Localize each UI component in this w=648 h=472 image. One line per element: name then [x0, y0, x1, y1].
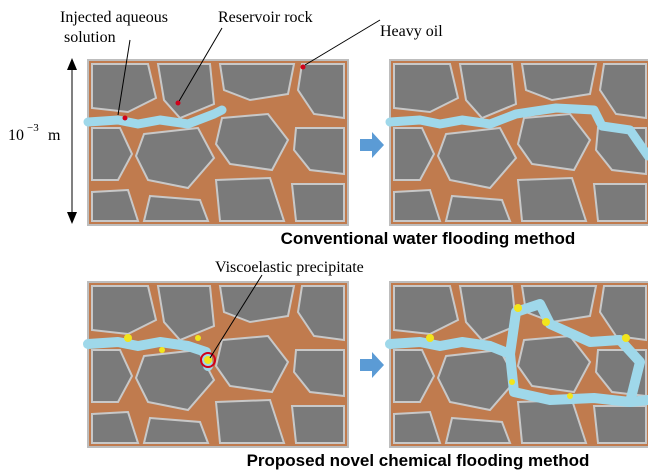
label: Reservoir rock	[218, 9, 313, 26]
scale-base: 10	[8, 127, 24, 144]
label: Viscoelastic precipitate	[215, 259, 364, 276]
label: Injected aqueous	[60, 9, 168, 26]
caption: Proposed novel chemical flooding method	[247, 451, 590, 470]
panel-conventional-before	[83, 59, 349, 226]
panel-proposed-after	[385, 281, 648, 448]
panel-conventional-after	[385, 59, 648, 226]
arrow	[360, 132, 384, 158]
scale-exponent: −3	[27, 122, 39, 134]
caption: Conventional water flooding method	[281, 229, 576, 248]
panel-proposed-before	[83, 281, 349, 448]
scale-unit: m	[48, 127, 61, 144]
label: Heavy oil	[380, 23, 443, 40]
arrow	[360, 352, 384, 378]
label: solution	[64, 29, 116, 46]
leaders	[67, 19, 381, 359]
